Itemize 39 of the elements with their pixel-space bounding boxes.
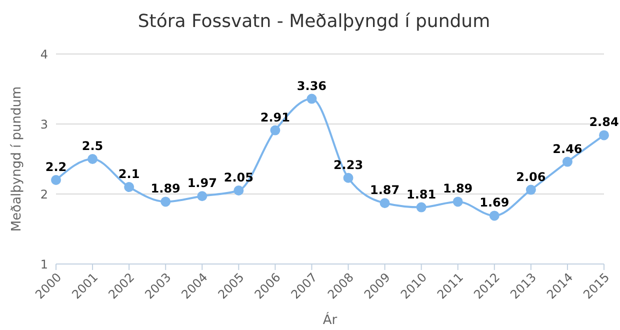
point: [452, 196, 463, 207]
point: [526, 184, 536, 195]
data-label: 2.05: [224, 170, 254, 184]
data-label: 2.2: [45, 160, 67, 174]
point: [380, 198, 390, 208]
point: [306, 94, 317, 104]
point: [416, 202, 426, 212]
y-tick-label: 4: [40, 47, 48, 62]
y-tick-label: 1: [40, 257, 48, 272]
point: [124, 182, 134, 192]
point: [160, 196, 171, 207]
y-tick-label: 2: [40, 187, 48, 202]
point: [197, 191, 208, 202]
y-axis-title: Meðalþyngd í pundum: [10, 86, 25, 232]
data-label: 2.5: [82, 139, 104, 153]
data-label: 1.69: [480, 196, 510, 210]
data-label: 2.23: [333, 158, 364, 172]
data-label: 1.97: [187, 176, 217, 190]
data-label: 2.46: [552, 142, 582, 156]
point: [270, 125, 280, 136]
point: [51, 175, 61, 185]
data-label: 2.1: [118, 167, 140, 181]
data-label: 3.36: [296, 78, 327, 93]
point: [343, 172, 354, 183]
data-label: 2.06: [516, 170, 546, 184]
data-label: 1.89: [150, 182, 180, 196]
data-label: 2.84: [589, 115, 619, 130]
y-tick-label: 3: [40, 117, 48, 132]
data-label: 2.91: [260, 110, 290, 124]
data-label: 1.89: [443, 182, 473, 196]
data-label: 1.81: [406, 187, 436, 202]
chart-title: Stóra Fossvatn - Meðalþyngd í pundum: [136, 10, 492, 34]
point: [562, 156, 572, 167]
point: [599, 130, 609, 140]
x-axis-title: Ár: [322, 311, 338, 328]
point: [88, 154, 98, 164]
data-label: 1.87: [370, 183, 400, 198]
point: [489, 210, 500, 221]
point: [234, 186, 244, 196]
